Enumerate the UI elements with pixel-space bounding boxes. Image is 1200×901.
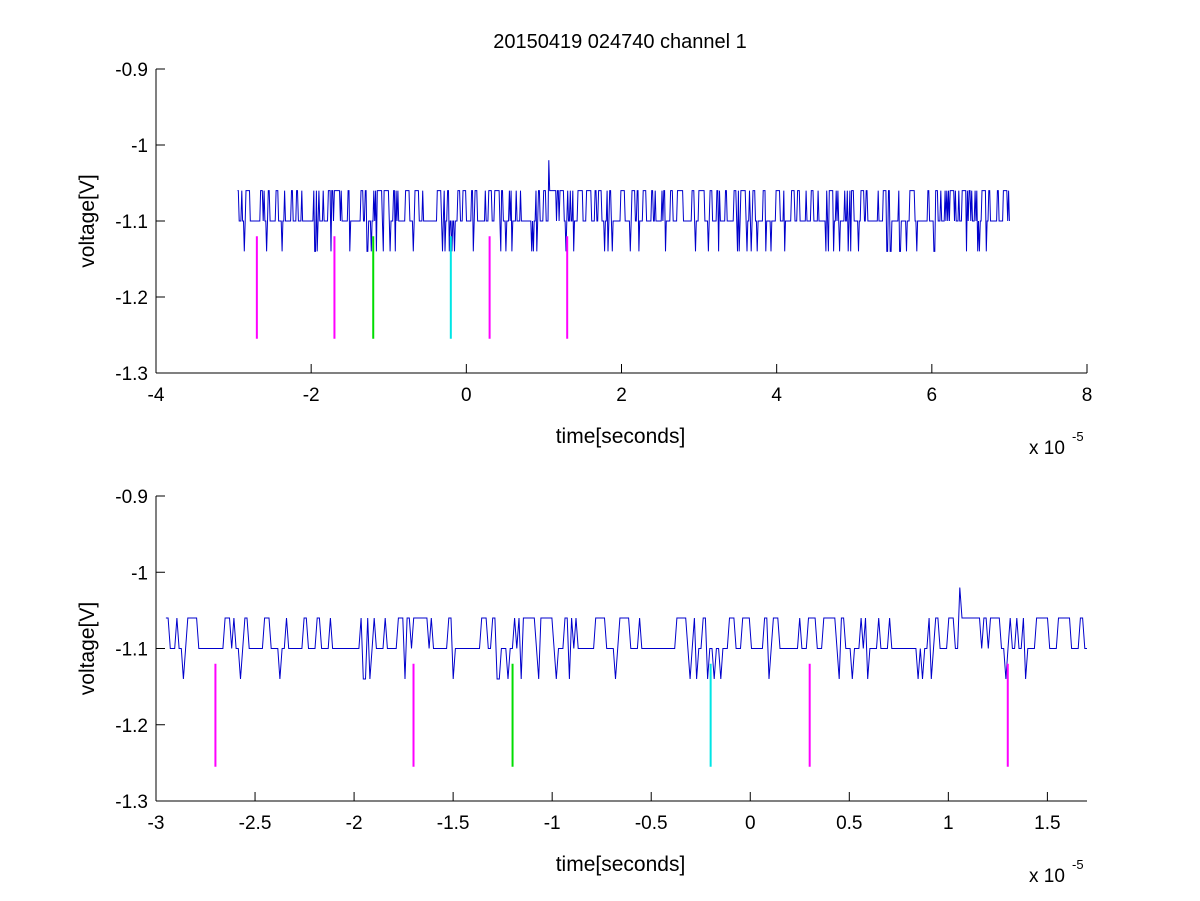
x-tick-label: -3: [148, 813, 165, 834]
y-tick-label: -1.2: [115, 288, 148, 309]
x-tick-label: 1.5: [1034, 813, 1060, 834]
x-tick-label: -1: [544, 813, 561, 834]
x-axis-label: time[seconds]: [556, 853, 686, 876]
y-tick-label: -1: [131, 136, 148, 157]
figure-title: 20150419 024740 channel 1: [493, 31, 747, 53]
signal-trace: [237, 160, 1010, 252]
y-tick-label: -1: [131, 563, 148, 584]
signal-trace: [165, 587, 1087, 680]
x-tick-label: 6: [927, 385, 938, 406]
panel-top: -0.9 -1 -1.1 -1.2 -1.3-4 -2 0 2 4 6 8 time[seconds]…: [76, 60, 1092, 459]
y-tick-label: -1.2: [115, 716, 148, 737]
x-tick-label: -1.5: [437, 813, 470, 834]
x-tick-label: 8: [1082, 385, 1093, 406]
x-tick-label: -2: [303, 385, 320, 406]
panel-bottom: -0.9 -1 -1.1 -1.2 -1.3-3 -2.5 -2 -1.5 -1 -0.5 0 0.5…: [76, 487, 1087, 887]
y-tick-label: -0.9: [115, 487, 148, 508]
y-tick-label: -1.1: [115, 640, 148, 661]
x-axis-label: time[seconds]: [556, 425, 686, 448]
y-tick-label: -1.3: [115, 792, 148, 813]
y-tick-label: -0.9: [115, 60, 148, 81]
x-multiplier-label: x 10: [1029, 438, 1065, 459]
y-tick-label: -1.3: [115, 364, 148, 385]
x-tick-label: 0: [461, 385, 472, 406]
x-multiplier-exponent: -5: [1072, 429, 1084, 444]
x-tick-label: -2.5: [239, 813, 272, 834]
x-tick-label: 4: [771, 385, 782, 406]
x-tick-label: 0: [745, 813, 756, 834]
y-tick-label: -1.1: [115, 212, 148, 233]
y-axis-label: voltage[V]: [76, 602, 99, 695]
x-tick-label: -2: [346, 813, 363, 834]
x-tick-label: -4: [148, 385, 165, 406]
y-axis-label: voltage[V]: [76, 174, 99, 267]
x-multiplier-label: x 10: [1029, 866, 1065, 887]
x-tick-label: 2: [616, 385, 627, 406]
x-tick-label: -0.5: [635, 813, 668, 834]
x-tick-label: 1: [943, 813, 954, 834]
x-multiplier-exponent: -5: [1072, 857, 1084, 872]
x-tick-label: 0.5: [836, 813, 862, 834]
